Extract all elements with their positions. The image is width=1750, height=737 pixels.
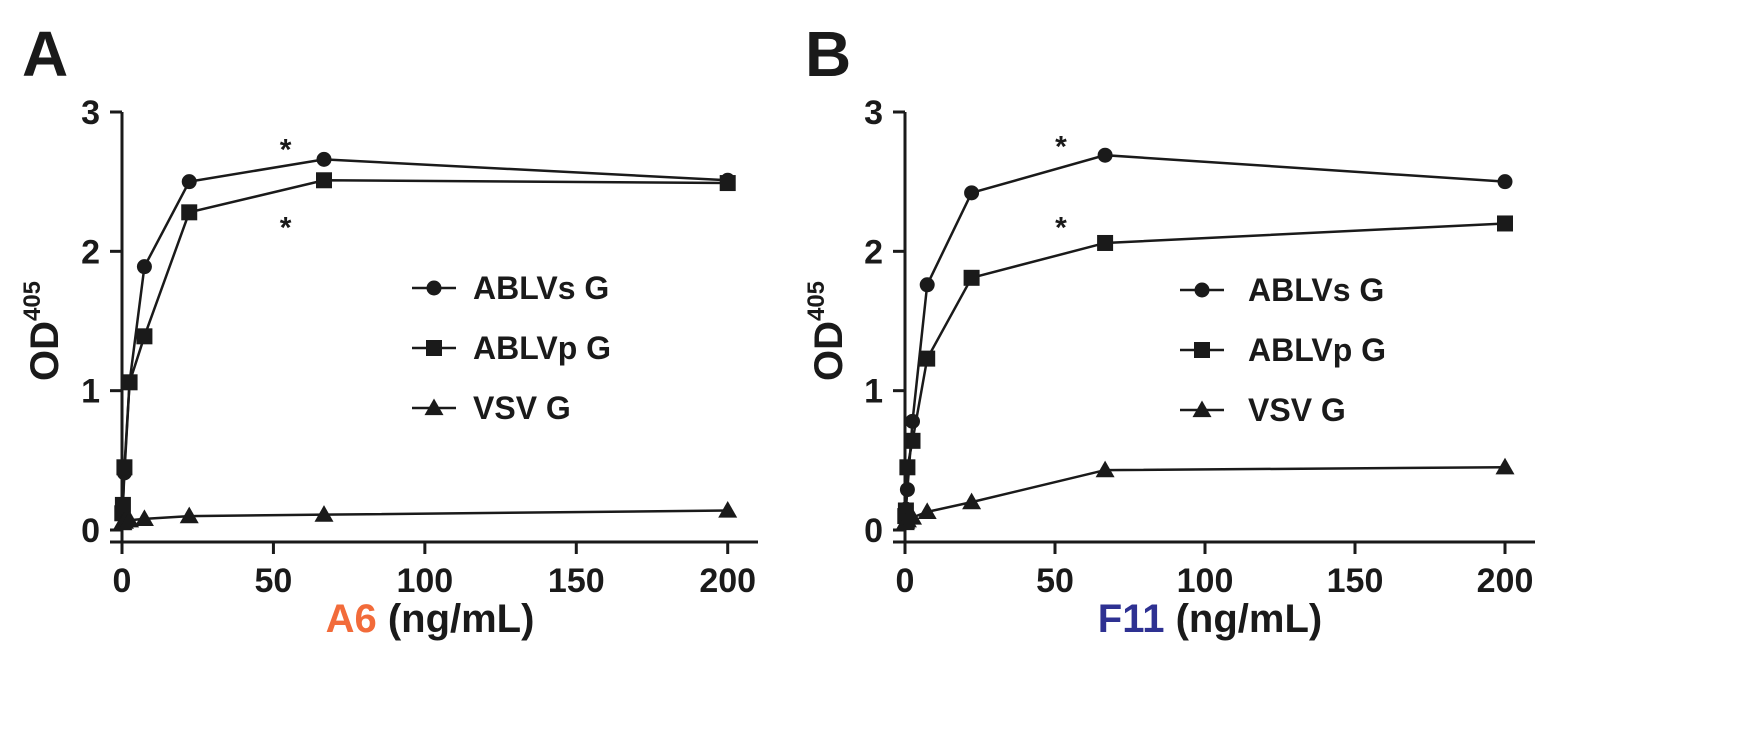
panel-a-antibody-label: A6 xyxy=(326,597,377,641)
panel-b-legend-ablvp-g: ABLVp G xyxy=(1180,332,1386,368)
panel-b-legend-vsv-g: VSV G xyxy=(1180,392,1346,428)
panel-a-y-tick-label: 3 xyxy=(81,94,100,132)
panel-b-x-axis-title: F11 (ng/mL) xyxy=(1098,597,1322,641)
panel-a-series-ablvs-g-point xyxy=(181,174,197,190)
panel-a-legend-vsv-g: VSV G xyxy=(412,390,571,426)
panel-b-series-vsv-g xyxy=(895,457,1515,531)
panel-b-y-tick-label: 1 xyxy=(864,373,883,411)
panel-a-x-tick-label: 100 xyxy=(396,562,453,600)
panel-b-series-ablvp-g xyxy=(897,215,1513,525)
panel-a-series-vsv-g-point xyxy=(134,509,154,526)
panel-b-y-axis-main: OD xyxy=(807,321,851,381)
panel-a-series-vsv-g xyxy=(112,500,738,531)
panel-a-series-ablvs-g-point xyxy=(136,259,152,275)
panel-a-legend-label: ABLVp G xyxy=(473,330,611,366)
panel-b-series-ablvp-g-point xyxy=(1497,215,1513,232)
panel-b-legend-label: ABLVp G xyxy=(1248,332,1386,368)
panel-a-series-ablvp-g-point xyxy=(121,374,138,391)
panel-b-letter: B xyxy=(805,18,851,90)
panel-a-y-axis-sup: 405 xyxy=(19,281,46,321)
panel-a-significance-asterisk: * xyxy=(280,211,292,244)
panel-b-series-vsv-g-line xyxy=(904,466,1506,524)
panel-b-series-ablvp-g-line xyxy=(904,222,1506,517)
panel-b-x-tick-label: 200 xyxy=(1477,562,1534,600)
panel-b-unit-label: (ng/mL) xyxy=(1164,597,1322,641)
panel-b-series-ablvp-g-point xyxy=(1097,234,1114,251)
panel-a-unit-label: (ng/mL) xyxy=(377,597,535,641)
panel-b-series-vsv-g-point xyxy=(1495,457,1515,475)
panel-a-series-ablvp-g-point xyxy=(719,175,736,192)
panel-b-legend-label: VSV G xyxy=(1248,392,1346,428)
panel-b-series-ablvp-g-point xyxy=(919,350,936,367)
panel-a-series-ablvp-g-point xyxy=(181,204,198,221)
panel-b-series-vsv-g-point xyxy=(962,492,982,510)
panel-a-x-tick-label: 200 xyxy=(699,562,756,600)
panel-b-series-vsv-g-point xyxy=(917,502,937,520)
panel-b-series-ablvp-g-point xyxy=(904,432,921,449)
panel-b: B 0 1 2 3 0 50 100 150 200 F11 (ng/mL) OD405 * * ABLVs… xyxy=(803,18,1535,641)
panel-a-y-tick-label: 0 xyxy=(81,512,100,550)
panel-a-series-ablvp-g-point xyxy=(116,459,133,476)
panel-a-legend-ablvp-g: ABLVp G xyxy=(412,330,611,366)
panel-b-series-vsv-g-point xyxy=(1095,460,1115,478)
panel-a-legend-label: VSV G xyxy=(473,390,571,426)
panel-a-legend-marker xyxy=(424,398,444,416)
panel-a-y-axis-title: OD405 xyxy=(19,281,67,381)
panel-a-significance-asterisk: * xyxy=(280,133,292,166)
panel-b-legend-label: ABLVs G xyxy=(1248,272,1384,308)
panel-b-legend-marker xyxy=(1192,400,1212,418)
panel-b-series-vsv-g-point xyxy=(903,507,922,525)
panel-a-legend-marker xyxy=(426,340,442,356)
panel-b-legend-ablvs-g: ABLVs G xyxy=(1180,272,1384,308)
panel-b-series-ablvp-g-point xyxy=(899,459,916,476)
panel-a-y-axis-main: OD xyxy=(23,321,67,381)
panel-b-series-ablvp-g-point xyxy=(963,269,980,286)
panel-b-y-tick-label: 3 xyxy=(864,94,883,132)
panel-a: A 0 1 2 3 0 50 100 150 200 A6 (ng/mL) OD405 * * ABLVs … xyxy=(19,18,758,641)
panel-b-y-tick-label: 2 xyxy=(864,233,883,271)
panel-b-antibody-label: F11 xyxy=(1098,597,1165,641)
panel-a-legend-label: ABLVs G xyxy=(473,270,609,306)
panel-b-x-tick-label: 50 xyxy=(1036,562,1074,600)
panel-a-series-ablvs-g-point xyxy=(316,151,332,167)
panel-a-series-vsv-g-point xyxy=(718,500,738,518)
panel-a-y-tick-label: 2 xyxy=(81,233,100,271)
panel-b-series-ablvs-g-line xyxy=(904,153,1506,517)
panel-a-x-tick-label: 150 xyxy=(548,562,605,600)
panel-a-legend-marker xyxy=(426,280,442,296)
panel-a-x-tick-label: 50 xyxy=(255,562,293,600)
panel-b-significance-asterisk: * xyxy=(1055,211,1067,244)
panel-b-x-tick-label: 150 xyxy=(1327,562,1384,600)
panel-a-series-vsv-g-point xyxy=(314,505,334,522)
panel-a-x-tick-label: 0 xyxy=(113,562,132,600)
panel-a-series-ablvp-g-point xyxy=(316,172,333,189)
panel-b-legend-marker xyxy=(1194,282,1210,298)
panel-b-y-axis-title: OD405 xyxy=(803,281,851,381)
panel-a-series-ablvp-g-point xyxy=(114,496,131,513)
panel-b-series-ablvs-g-point xyxy=(919,277,935,293)
panel-a-x-axis-title: A6 (ng/mL) xyxy=(326,597,535,641)
panel-a-series-ablvs-g-line xyxy=(121,158,728,514)
panel-a-legend-ablvs-g: ABLVs G xyxy=(412,270,609,306)
panel-a-series-ablvp-g xyxy=(114,172,736,522)
panel-b-legend-marker xyxy=(1194,342,1210,358)
panel-a-series-vsv-g-point xyxy=(120,510,140,528)
panel-b-series-ablvs-g-point xyxy=(1497,174,1513,190)
panel-a-series-ablvp-g-point xyxy=(136,328,153,345)
panel-a-letter: A xyxy=(22,18,68,90)
panel-a-series-vsv-g-line xyxy=(122,509,728,525)
panel-b-series-ablvs-g-point xyxy=(1097,147,1113,163)
panel-b-x-tick-label: 0 xyxy=(896,562,915,600)
panel-b-x-tick-label: 100 xyxy=(1177,562,1234,600)
panel-b-y-axis-sup: 405 xyxy=(803,281,830,321)
panel-b-series-ablvs-g-point xyxy=(964,185,980,201)
panel-a-y-tick-label: 1 xyxy=(81,373,100,411)
panel-b-y-tick-label: 0 xyxy=(864,512,883,550)
panel-a-series-vsv-g-point xyxy=(179,506,199,524)
panel-b-significance-asterisk: * xyxy=(1055,131,1067,164)
